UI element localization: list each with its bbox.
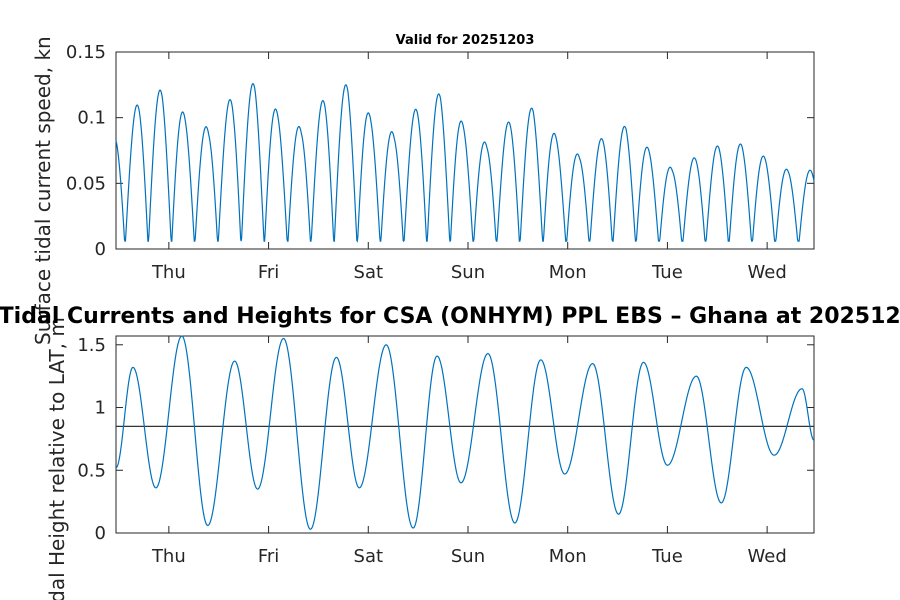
- figure-main-title: Tidal Currents and Heights for CSA (ONHY…: [0, 304, 900, 329]
- tidal-height-ytick-label: 1.5: [77, 335, 106, 356]
- current-speed-ylabel: Surface tidal current speed, kn: [31, 36, 55, 345]
- tidal-height-xtick-label: Sun: [451, 546, 485, 567]
- tidal-height-ytick-label: 0: [95, 523, 106, 544]
- current-speed-axes: [115, 51, 815, 250]
- current-speed-xtick-label: Mon: [549, 262, 587, 283]
- current-speed-xtick-label: Wed: [748, 262, 787, 283]
- current-speed-panel: Valid for 20251203 0 0.05 0.1 0.15 Thu Fri Sa…: [66, 33, 815, 283]
- current-speed-ytick-label: 0: [95, 239, 106, 260]
- tidal-height-xtick-label: Tue: [651, 546, 683, 567]
- tidal-height-ylabel: Tidal Height relative to LAT, m: [45, 317, 69, 600]
- tidal-height-xtick-label: Mon: [549, 546, 587, 567]
- current-speed-xtick-label: Fri: [258, 262, 279, 283]
- current-speed-xtick-label: Tue: [651, 262, 683, 283]
- current-speed-ytick-label: 0.15: [66, 42, 106, 63]
- tidal-height-ytick-label: 0.5: [77, 460, 106, 481]
- tidal-height-axes: [115, 335, 815, 534]
- tidal-height-xtick-label: Wed: [748, 546, 787, 567]
- current-speed-ytick-label: 0.05: [66, 173, 106, 194]
- tidal-height-panel: 0 0.5 1 1.5 Thu Fri Sat Sun Mon Tue Wed: [77, 335, 815, 567]
- current-speed-xtick-label: Thu: [151, 262, 186, 283]
- current-speed-xtick-label: Sun: [451, 262, 485, 283]
- tidal-height-ytick-label: 1: [95, 398, 106, 419]
- current-speed-line: [115, 82, 815, 243]
- tidal-height-xtick-label: Thu: [151, 546, 186, 567]
- current-speed-title: Valid for 20251203: [396, 33, 535, 48]
- current-speed-xtick-label: Sat: [354, 262, 384, 283]
- tidal-height-xtick-label: Sat: [354, 546, 384, 567]
- tidal-height-xtick-label: Fri: [258, 546, 279, 567]
- current-speed-ytick-label: 0.1: [77, 108, 106, 129]
- tidal-height-line: [115, 335, 815, 530]
